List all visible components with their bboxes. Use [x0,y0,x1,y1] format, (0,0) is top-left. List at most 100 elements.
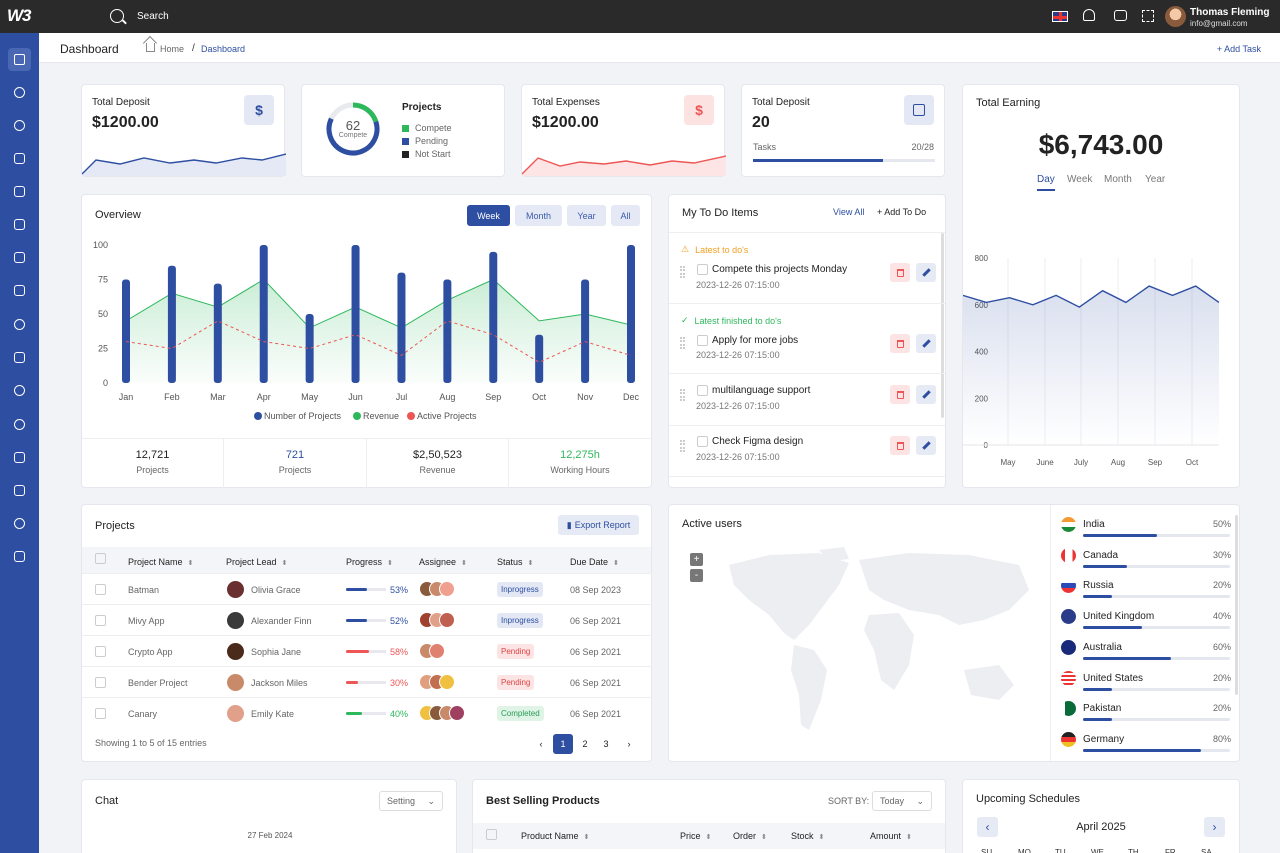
sidebar-item-games[interactable] [8,446,31,469]
export-report-button[interactable]: ▮ Export Report [558,515,639,535]
breadcrumb-home[interactable]: Home [160,44,185,54]
tab-month[interactable]: Month [515,205,562,226]
bar-jan[interactable] [122,279,130,384]
tab-month[interactable]: Month [1104,174,1132,185]
add-todo-button[interactable]: + Add To Do [877,207,927,217]
sidebar-item-home[interactable] [8,48,31,71]
row-checkbox[interactable] [95,646,106,657]
bar-mar[interactable] [213,283,222,383]
tab-day[interactable]: Day [1037,174,1055,191]
bar-dec[interactable] [627,245,635,383]
tab-all[interactable]: All [611,205,640,226]
bar-aug[interactable] [443,279,452,384]
sidebar-item-settings[interactable] [8,512,31,535]
next-month-button[interactable]: › [1204,817,1225,837]
mail-icon[interactable] [1114,10,1127,21]
user-avatar[interactable] [1165,6,1186,27]
drag-handle-icon[interactable] [680,337,685,349]
row-checkbox[interactable] [95,615,106,626]
bar-nov[interactable] [581,279,590,384]
todo-checkbox[interactable] [697,335,708,346]
th-stock[interactable]: Stock ⬍ [791,831,825,841]
delete-button[interactable] [890,385,910,404]
drag-handle-icon[interactable] [680,440,685,452]
delete-button[interactable] [890,263,910,282]
assignee-avatar[interactable] [429,643,445,659]
th-project-name[interactable]: Project Name ⬍ [128,557,194,567]
sidebar-item-documents[interactable] [8,279,31,302]
bar-may[interactable] [305,314,314,383]
next-page-button[interactable]: › [627,739,631,749]
row-checkbox[interactable] [95,677,106,688]
edit-button[interactable] [916,436,936,455]
app-logo[interactable]: W3 [7,6,31,25]
edit-button[interactable] [916,385,936,404]
language-flag-icon[interactable] [1052,11,1068,22]
tab-year[interactable]: Year [567,205,606,226]
row-checkbox[interactable] [95,708,106,719]
add-task-button[interactable]: + Add Task [1216,44,1261,54]
page-2-button[interactable]: 2 [582,739,588,749]
sidebar-item-reports[interactable] [8,246,31,269]
prev-month-button[interactable]: ‹ [977,817,998,837]
sidebar-item-analytics[interactable] [8,114,31,137]
edit-button[interactable] [916,334,936,353]
tab-year[interactable]: Year [1145,174,1166,185]
assignee-avatar[interactable] [439,674,455,690]
th-price[interactable]: Price ⬍ [680,831,712,841]
th-amount[interactable]: Amount ⬍ [870,831,912,841]
world-map[interactable] [709,545,1039,755]
bar-jul[interactable] [397,272,406,383]
th-due-date[interactable]: Due Date ⬍ [570,557,619,567]
select-all-checkbox[interactable] [486,829,497,840]
todo-checkbox[interactable] [697,436,708,447]
todo-checkbox[interactable] [697,264,708,275]
bar-apr[interactable] [259,245,268,383]
edit-button[interactable] [916,263,936,282]
table-row[interactable]: Mivy App Alexander Finn 52% Inprogress 0… [82,604,652,635]
delete-button[interactable] [890,334,910,353]
drag-handle-icon[interactable] [680,266,685,278]
sort-by-dropdown[interactable]: Today ⌄ [872,791,932,811]
tab-week[interactable]: Week [1067,174,1093,185]
sidebar-item-charts[interactable] [8,147,31,170]
bar-feb[interactable] [167,265,176,383]
th-product-name[interactable]: Product Name ⬍ [521,831,590,841]
todo-checkbox[interactable] [697,385,708,396]
assignee-avatar[interactable] [439,581,455,597]
sidebar-item-media[interactable] [8,545,31,568]
sidebar-item-edit[interactable] [8,180,31,203]
sidebar-item-user[interactable] [8,81,31,104]
prev-page-button[interactable]: ‹ [539,739,543,749]
todo-scrollbar[interactable] [941,233,944,418]
todo-item[interactable]: Compete this projects Monday 2023-12-26 … [669,262,945,312]
fullscreen-icon[interactable] [1142,10,1154,22]
th-progress[interactable]: Progress ⬍ [346,557,393,567]
row-checkbox[interactable] [95,584,106,595]
sidebar-item-profile[interactable] [8,379,31,402]
search-icon[interactable] [110,9,124,23]
assignee-avatar[interactable] [439,612,455,628]
table-row[interactable]: Batman Olivia Grace 53% Inprogress 08 Se… [82,573,652,604]
drag-handle-icon[interactable] [680,389,685,401]
bar-jun[interactable] [351,245,360,383]
th-order[interactable]: Order ⬍ [733,831,767,841]
sidebar-item-info[interactable] [8,346,31,369]
user-name[interactable]: Thomas Fleming [1190,7,1270,18]
bell-icon[interactable] [1083,9,1095,21]
assignee-avatar[interactable] [449,705,465,721]
page-1-button[interactable]: 1 [553,734,573,754]
zoom-out-button[interactable]: - [690,569,703,582]
th-assignee[interactable]: Assignee ⬍ [419,557,467,567]
bar-oct[interactable] [535,334,544,383]
th-project-lead[interactable]: Project Lead ⬍ [226,557,288,567]
bar-sep[interactable] [489,251,498,383]
table-row[interactable]: Crypto App Sophia Jane 58% Pending 06 Se… [82,635,652,666]
table-row[interactable]: Canary Emily Kate 40% Completed 06 Sep 2… [82,697,652,728]
page-3-button[interactable]: 3 [603,739,609,749]
search-input[interactable]: Search [137,11,169,22]
todo-item[interactable]: Apply for more jobs 2023-12-26 07:15:00 [669,333,945,383]
todo-item[interactable]: Check Figma design 2023-12-26 07:15:00 [669,436,945,486]
sidebar-item-account[interactable] [8,413,31,436]
sidebar-item-tasks[interactable] [8,213,31,236]
